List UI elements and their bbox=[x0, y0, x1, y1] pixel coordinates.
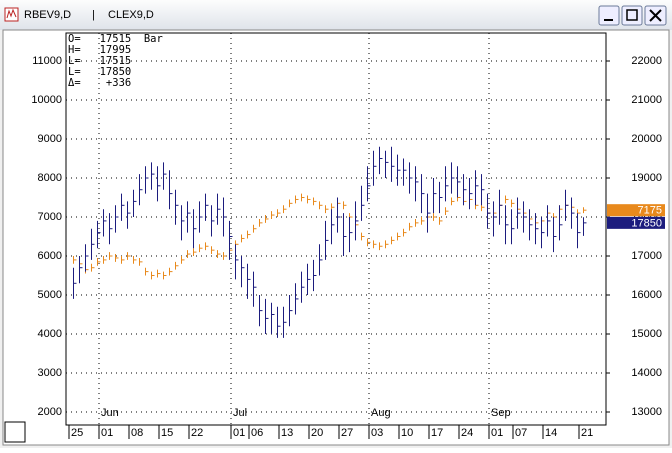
y-tick-label: 4000 bbox=[38, 328, 62, 340]
title-separator: | bbox=[92, 9, 95, 21]
x-tick-label: 06 bbox=[251, 427, 263, 439]
x-tick-label: 22 bbox=[191, 427, 203, 439]
x-tick-label: 01 bbox=[233, 427, 245, 439]
window-title-series-2: CLEX9,D bbox=[108, 9, 154, 21]
corner-box[interactable] bbox=[4, 421, 26, 443]
x-tick-label: 15 bbox=[161, 427, 173, 439]
month-label: Jul bbox=[233, 407, 247, 419]
maximize-glyph bbox=[626, 9, 638, 21]
y-tick-label: 11000 bbox=[32, 55, 62, 67]
y2-tick-label: 19000 bbox=[631, 172, 662, 184]
x-tick-label: 03 bbox=[371, 427, 383, 439]
x-tick-label: 20 bbox=[311, 427, 323, 439]
y-tick-label: 10000 bbox=[31, 94, 62, 106]
x-tick-label: 01 bbox=[491, 427, 503, 439]
x-tick-label: 14 bbox=[545, 427, 557, 439]
info-line: L= 17515 bbox=[68, 55, 131, 67]
month-label: Sep bbox=[491, 407, 511, 419]
minimize-button[interactable] bbox=[598, 5, 620, 26]
info-line: O= 17515 Bar bbox=[68, 33, 163, 45]
y-tick-label: 6000 bbox=[38, 250, 62, 262]
maximize-button[interactable] bbox=[621, 5, 643, 26]
y-tick-label: 3000 bbox=[38, 367, 62, 379]
last-value-label: 17850 bbox=[631, 217, 662, 229]
y2-tick-label: 15000 bbox=[631, 328, 662, 340]
y2-tick-label: 16000 bbox=[631, 289, 662, 301]
x-tick-label: 13 bbox=[281, 427, 293, 439]
x-tick-label: 01 bbox=[101, 427, 113, 439]
x-tick-label: 17 bbox=[431, 427, 443, 439]
y2-tick-label: 13000 bbox=[631, 406, 662, 418]
y2-tick-label: 20000 bbox=[631, 133, 662, 145]
month-label: Jun bbox=[101, 407, 119, 419]
y-tick-label: 5000 bbox=[38, 289, 62, 301]
month-label: Aug bbox=[371, 407, 391, 419]
x-tick-label: 07 bbox=[515, 427, 527, 439]
x-tick-label: 25 bbox=[71, 427, 83, 439]
last-value-tag bbox=[607, 204, 665, 217]
y-tick-label: 2000 bbox=[38, 406, 62, 418]
y-tick-label: 8000 bbox=[38, 172, 62, 184]
window-title-series-1: RBEV9,D bbox=[24, 9, 71, 21]
title-bar bbox=[0, 0, 672, 30]
info-line: L= 17850 bbox=[68, 66, 131, 78]
info-line: Δ= +336 bbox=[68, 77, 131, 89]
last-value-tag bbox=[607, 216, 665, 229]
last-value-label: 7175 bbox=[638, 205, 662, 217]
x-tick-label: 10 bbox=[401, 427, 413, 439]
x-tick-label: 21 bbox=[581, 427, 593, 439]
y-tick-label: 7000 bbox=[38, 211, 62, 223]
y2-tick-label: 14000 bbox=[631, 367, 662, 379]
y2-tick-label: 17000 bbox=[631, 250, 662, 262]
y2-tick-label: 22000 bbox=[631, 55, 662, 67]
x-tick-label: 27 bbox=[341, 427, 353, 439]
y2-tick-label: 21000 bbox=[631, 94, 662, 106]
x-tick-label: 08 bbox=[131, 427, 143, 439]
plot-area bbox=[65, 32, 607, 426]
x-tick-label: 24 bbox=[461, 427, 473, 439]
plot-layer: 2000 3000 4000 5000 6000 7000 8000 9000 10000 110… bbox=[31, 33, 665, 439]
info-line: H= 17995 bbox=[68, 44, 131, 56]
close-glyph bbox=[649, 9, 662, 22]
app-icon-glyph bbox=[6, 8, 17, 19]
y-tick-label: 9000 bbox=[38, 133, 62, 145]
